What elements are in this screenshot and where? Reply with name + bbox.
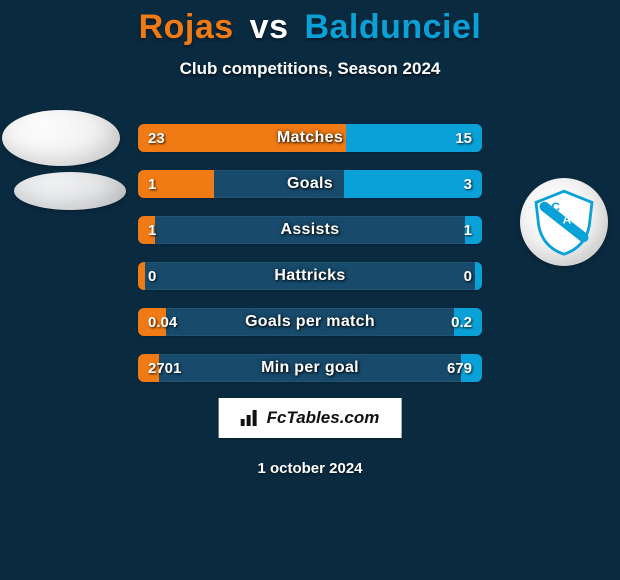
stat-row: Hattricks0 0 <box>138 262 482 290</box>
stat-label: Matches <box>138 124 482 152</box>
stat-label: Goals per match <box>138 308 482 336</box>
stat-row: Assists1 1 <box>138 216 482 244</box>
club-shield-icon: C A T <box>529 187 599 257</box>
left-value: 23 <box>148 124 165 152</box>
left-value: 1 <box>148 216 156 244</box>
left-value: 0.04 <box>148 308 177 336</box>
left-value: 2701 <box>148 354 181 382</box>
player2-club-logo: C A T <box>520 178 608 266</box>
player2-name: Baldunciel <box>304 8 481 46</box>
title-separator: vs <box>250 8 289 46</box>
stat-row: Min per goal2701 679 <box>138 354 482 382</box>
stat-row: Matches23 15 <box>138 124 482 152</box>
footer-date: 1 october 2024 <box>0 460 620 477</box>
subtitle: Club competitions, Season 2024 <box>0 59 620 79</box>
svg-text:T: T <box>571 225 579 239</box>
right-value: 1 <box>464 216 472 244</box>
player1-avatar-bottom <box>14 172 126 210</box>
player1-name: Rojas <box>139 8 234 46</box>
player1-avatar-top <box>2 110 120 166</box>
right-value: 3 <box>464 170 472 198</box>
comparison-bars: Matches2315Goals13Assists11Hattricks00Go… <box>138 124 482 400</box>
page-title: Rojas vs Baldunciel <box>0 8 620 47</box>
bars-icon <box>241 410 261 426</box>
svg-text:C: C <box>551 200 560 214</box>
right-value: 679 <box>447 354 472 382</box>
right-value: 15 <box>455 124 472 152</box>
right-value: 0.2 <box>451 308 472 336</box>
svg-text:A: A <box>563 212 572 226</box>
stat-row: Goals1 3 <box>138 170 482 198</box>
left-value: 0 <box>148 262 156 290</box>
stat-row: Goals per match0.04 0.2 <box>138 308 482 336</box>
stat-label: Min per goal <box>138 354 482 382</box>
stat-label: Goals <box>138 170 482 198</box>
stat-label: Assists <box>138 216 482 244</box>
left-value: 1 <box>148 170 156 198</box>
comparison-card: Rojas vs Baldunciel Club competitions, S… <box>0 0 620 580</box>
stat-label: Hattricks <box>138 262 482 290</box>
right-value: 0 <box>464 262 472 290</box>
site-badge: FcTables.com <box>219 398 402 438</box>
site-name: FcTables.com <box>267 408 380 428</box>
